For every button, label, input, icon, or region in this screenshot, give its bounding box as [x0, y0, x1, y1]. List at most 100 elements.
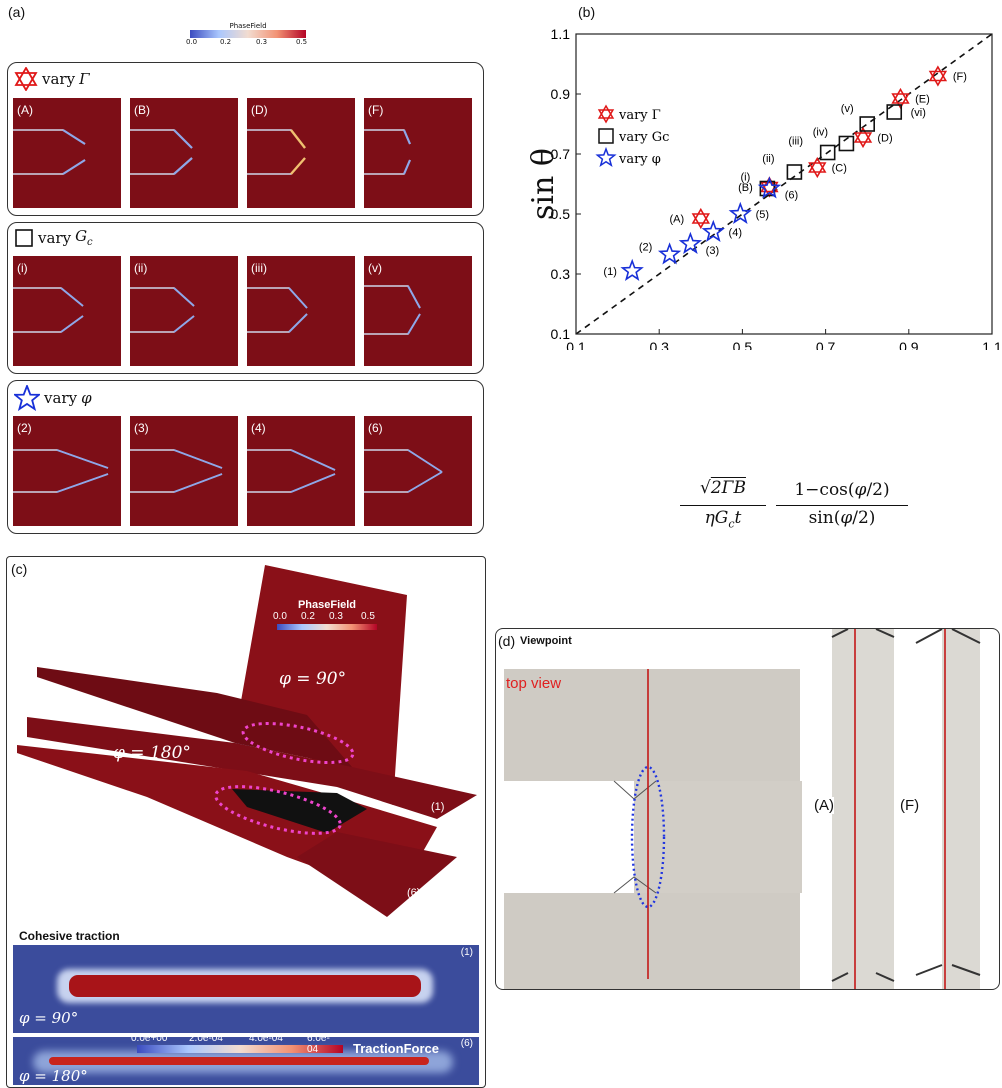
phasefield-thumb: (3) — [130, 416, 238, 526]
legend-label: vary Gc — [618, 130, 669, 145]
thumb-label: (ii) — [134, 261, 148, 275]
group-vary-gamma: vary Γ (A) (B) (D) (F) — [7, 62, 484, 216]
data-point-label: (E) — [915, 94, 930, 106]
data-point-square — [886, 104, 903, 120]
data-point-label: (v) — [841, 103, 854, 115]
group-header: vary Γ — [14, 67, 89, 91]
group-header-text: vary — [38, 228, 72, 247]
traction-colorbar: 0.0e+00 2.0e-04 4.0e-04 6.0e-04 — [131, 1033, 343, 1055]
data-point-label: (D) — [877, 133, 892, 145]
thumb-label: (4) — [251, 421, 266, 435]
traction-colorbar-title: TractionForce — [353, 1041, 439, 1056]
panel-a-tag: (a) — [8, 4, 26, 20]
thumb-label: (i) — [17, 261, 28, 275]
panel-a-colorbar: PhaseField 0.0 0.2 0.3 0.5 — [186, 22, 308, 48]
thumb-label: (3) — [134, 421, 149, 435]
data-point-label: (A) — [669, 214, 684, 226]
data-point-label: (vi) — [911, 107, 926, 119]
colorbar-title: PhaseField — [229, 22, 267, 30]
thumb-label: (D) — [251, 103, 268, 117]
data-point-label: (iv) — [813, 127, 828, 139]
phasefield-thumb: (2) — [13, 416, 121, 526]
legend-label: vary φ — [618, 152, 661, 167]
data-point-star — [678, 231, 703, 254]
data-point-star — [701, 219, 725, 242]
phi-90-label: φ = 90° — [279, 669, 347, 689]
thumb-label: (2) — [17, 421, 32, 435]
colorbar-tick: 6.0e-04 — [307, 1033, 330, 1055]
panel-c-tag: (c) — [11, 561, 28, 577]
thumb-label: (B) — [134, 103, 150, 117]
phasefield-thumb: (6) — [364, 416, 472, 526]
data-point-star — [728, 201, 752, 224]
traction-strip-1: (1) φ = 90° — [13, 945, 479, 1033]
data-point-hexagram — [691, 207, 710, 224]
colorbar-tick: 0.0 — [186, 38, 198, 46]
thumb-label: (v) — [368, 261, 382, 275]
x-axis-label: √2ΓB ηGct 1−cos(φ/2) sin(φ/2) — [678, 478, 918, 540]
data-point-hexagram — [853, 126, 873, 143]
colorbar-tick: 4.0e-04 — [249, 1033, 283, 1044]
colorbar-tick: 0.2 — [220, 38, 232, 46]
data-point-square — [819, 144, 836, 161]
view-label-f: (F) — [900, 797, 920, 814]
phasefield-thumb: (D) — [247, 98, 355, 208]
data-point-square — [838, 135, 855, 152]
panel-d-tag: (d) — [498, 633, 516, 649]
strip-phi: φ = 180° — [19, 1067, 88, 1085]
reference-line — [575, 33, 993, 335]
x-tick-label: 0.7 — [816, 339, 836, 350]
group-header-text: vary — [44, 389, 78, 407]
legend-square-icon — [598, 128, 614, 144]
group-header: vary Gc — [14, 227, 93, 248]
data-point-label: (iii) — [788, 136, 803, 148]
y-tick-label: 0.5 — [551, 206, 571, 222]
y-axis-label: sin θ — [526, 148, 561, 220]
viewpoint-images — [504, 629, 981, 989]
crack-label-1: (1) — [431, 801, 445, 813]
x-tick-label: 0.9 — [899, 339, 919, 350]
panel-d: (d) Viewpoint top view (A) (F) — [495, 628, 1000, 990]
blue-star-icon — [14, 385, 40, 411]
view-label-a: (A) — [814, 797, 834, 814]
data-point-label: (B) — [738, 182, 753, 194]
phasefield-thumb: (A) — [13, 98, 121, 208]
strip-phi: φ = 90° — [19, 1009, 79, 1027]
data-point-hexagram — [928, 70, 948, 87]
phasefield-thumb: (iii) — [247, 256, 355, 366]
x-tick-label: 0.3 — [649, 339, 669, 350]
thumb-label: (A) — [17, 103, 33, 117]
legend-hexagram-icon — [597, 109, 615, 124]
data-point-hexagram — [808, 162, 827, 179]
colorbar-tick: 0.2 — [301, 611, 315, 622]
panel-c-colorbar: PhaseField 0.0 0.2 0.3 0.5 — [273, 599, 377, 630]
x-tick-label: 0.1 — [566, 339, 586, 350]
group-header: vary φ — [14, 385, 92, 411]
phi-180-label: φ = 180° — [113, 743, 191, 763]
thumb-label: (iii) — [251, 261, 267, 275]
data-point-label: (3) — [706, 245, 719, 257]
thumb-label: (6) — [368, 421, 383, 435]
panel-c: (c) PhaseField 0.0 0.2 0.3 0.5 φ = 90° φ… — [6, 556, 486, 1088]
data-point-square — [859, 116, 876, 132]
group-vary-phi: vary φ (2) (3) (4) (6) — [7, 380, 484, 534]
y-tick-label: 0.1 — [551, 326, 571, 342]
y-tick-label: 0.9 — [551, 86, 571, 102]
data-point-hexagram — [808, 156, 827, 173]
y-tick-label: 0.3 — [551, 266, 571, 282]
data-point-label: (5) — [756, 209, 769, 221]
colorbar-tick: 0.5 — [361, 611, 375, 622]
data-point-label: (2) — [639, 242, 652, 254]
group-header-symbol: Gc — [75, 227, 93, 248]
data-point-label: (i) — [740, 172, 750, 184]
phasefield-thumb: (F) — [364, 98, 472, 208]
cohesive-traction-title: Cohesive traction — [19, 929, 120, 943]
strip-label: (1) — [460, 947, 473, 958]
colorbar-tick: 0.5 — [296, 38, 308, 46]
y-tick-label: 1.1 — [551, 26, 571, 42]
red-star-of-david-icon — [14, 67, 38, 91]
thumb-label: (F) — [368, 103, 384, 117]
panel-d-title: Viewpoint — [520, 635, 572, 647]
data-point-hexagram — [891, 87, 910, 104]
group-header-symbol: φ — [81, 389, 92, 407]
